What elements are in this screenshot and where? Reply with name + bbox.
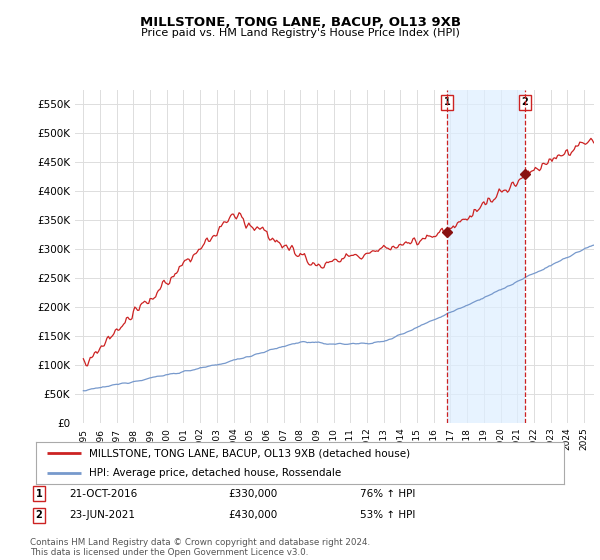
Text: 53% ↑ HPI: 53% ↑ HPI [360, 510, 415, 520]
Text: Price paid vs. HM Land Registry's House Price Index (HPI): Price paid vs. HM Land Registry's House … [140, 28, 460, 38]
Text: £430,000: £430,000 [228, 510, 277, 520]
Text: MILLSTONE, TONG LANE, BACUP, OL13 9XB: MILLSTONE, TONG LANE, BACUP, OL13 9XB [139, 16, 461, 29]
Text: HPI: Average price, detached house, Rossendale: HPI: Average price, detached house, Ross… [89, 469, 341, 478]
Text: 76% ↑ HPI: 76% ↑ HPI [360, 489, 415, 499]
Text: 2: 2 [522, 97, 529, 108]
Text: 21-OCT-2016: 21-OCT-2016 [69, 489, 137, 499]
Text: 23-JUN-2021: 23-JUN-2021 [69, 510, 135, 520]
Text: Contains HM Land Registry data © Crown copyright and database right 2024.
This d: Contains HM Land Registry data © Crown c… [30, 538, 370, 557]
Text: 2: 2 [35, 510, 43, 520]
Text: £330,000: £330,000 [228, 489, 277, 499]
Text: 1: 1 [35, 489, 43, 499]
Text: MILLSTONE, TONG LANE, BACUP, OL13 9XB (detached house): MILLSTONE, TONG LANE, BACUP, OL13 9XB (d… [89, 449, 410, 458]
Text: 1: 1 [444, 97, 451, 108]
Bar [447, 90, 525, 423]
